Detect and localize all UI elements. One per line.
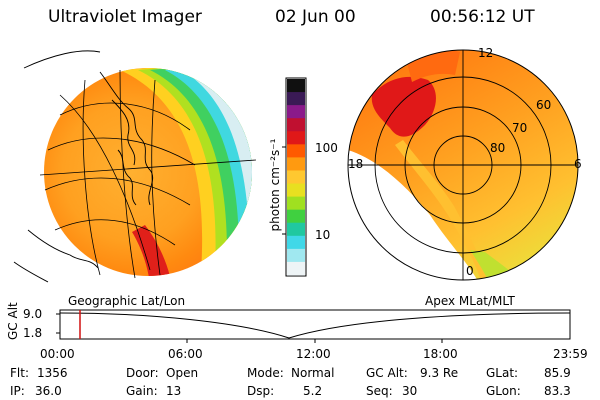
color-scale-bar bbox=[282, 77, 307, 277]
xtick-label-1800: 18:00 bbox=[423, 347, 458, 361]
color-scale-stripe bbox=[287, 144, 305, 158]
color-scale-stripe bbox=[287, 92, 305, 106]
ip-value: 36.0 bbox=[35, 384, 62, 398]
ytick-label-9: 9.0 bbox=[23, 307, 43, 321]
color-unit-label: photon cm⁻²s⁻¹ bbox=[268, 138, 282, 232]
mode-value: Normal bbox=[291, 366, 335, 380]
dsp-label: Dsp: bbox=[247, 384, 275, 398]
color-scale-stripes bbox=[287, 79, 305, 276]
color-scale-stripe bbox=[287, 222, 305, 237]
color-scale-stripe bbox=[287, 209, 305, 224]
xtick-label-0000: 00:00 bbox=[40, 347, 75, 361]
color-scale-stripe bbox=[287, 248, 305, 263]
glat-value: 85.9 bbox=[544, 366, 571, 380]
xtick-label-0600: 06:00 bbox=[168, 347, 203, 361]
glon-label: GLon: bbox=[486, 384, 521, 398]
color-scale-frame bbox=[285, 77, 307, 277]
gcalt-value: 9.3 Re bbox=[420, 366, 459, 380]
mode-label: Mode: bbox=[247, 366, 284, 380]
coastlines bbox=[13, 71, 154, 283]
right-outer-ring bbox=[347, 49, 579, 281]
xtick-label-2359: 23:59 bbox=[553, 347, 588, 361]
color-scale-stripe bbox=[287, 261, 305, 276]
mlt-lines bbox=[348, 50, 578, 280]
seq-label: Seq: bbox=[366, 384, 393, 398]
dsp-value: 5.2 bbox=[303, 384, 323, 398]
xtick-label-1200: 12:00 bbox=[296, 347, 331, 361]
gain-value: 13 bbox=[166, 384, 182, 398]
gcalt-label: GC Alt: bbox=[366, 366, 408, 380]
time-label: 00:56:12 UT bbox=[430, 7, 535, 27]
mlt-12-label: 12 bbox=[478, 46, 494, 60]
mlat-60-label: 60 bbox=[536, 98, 552, 112]
limb-red-edge bbox=[132, 225, 172, 276]
color-scale-stripe bbox=[287, 131, 305, 145]
geographic-caption: Geographic Lat/Lon bbox=[68, 294, 186, 308]
color-scale-stripe bbox=[287, 157, 305, 172]
color-tick-100-label: 100 bbox=[315, 141, 338, 155]
left-aurora-image bbox=[13, 50, 257, 283]
altitude-curve bbox=[59, 312, 571, 339]
color-scale-stripe bbox=[287, 235, 305, 250]
glat-label: GLat: bbox=[486, 366, 519, 380]
apex-caption: Apex MLat/MLT bbox=[425, 294, 515, 308]
instrument-title: Ultraviolet Imager bbox=[48, 7, 202, 27]
right-aurora-image bbox=[347, 49, 579, 281]
mlat-70-label: 70 bbox=[512, 121, 528, 135]
mlat-80-label: 80 bbox=[490, 141, 506, 155]
gc-alt-axis-label: GC Alt bbox=[6, 302, 20, 340]
glon-value: 83.3 bbox=[544, 384, 571, 398]
x-ticks bbox=[186, 339, 443, 343]
door-label: Door: bbox=[126, 366, 159, 380]
color-scale-stripe bbox=[287, 118, 305, 132]
door-value: Open bbox=[166, 366, 199, 380]
flt-value: 1356 bbox=[37, 366, 68, 380]
edge-yellow bbox=[395, 140, 488, 278]
mlt-18-label: 18 bbox=[348, 157, 364, 171]
date-label: 02 Jun 00 bbox=[275, 7, 356, 27]
color-scale-stripe bbox=[287, 183, 305, 198]
ytick-label-1-8: 1.8 bbox=[23, 326, 43, 340]
bright-red-region bbox=[371, 76, 436, 137]
color-scale-stripe bbox=[287, 79, 305, 93]
color-scale-stripe bbox=[287, 196, 305, 211]
color-tick-10-label: 10 bbox=[315, 228, 331, 242]
seq-value: 30 bbox=[402, 384, 418, 398]
ip-label: IP: bbox=[10, 384, 25, 398]
color-scale-stripe bbox=[287, 170, 305, 185]
orbit-line bbox=[23, 50, 101, 69]
color-scale-stripe bbox=[287, 105, 305, 119]
altitude-timeline bbox=[56, 309, 571, 343]
mlt-6-label: 6 bbox=[574, 157, 582, 171]
gain-label: Gain: bbox=[126, 384, 158, 398]
flt-label: Flt: bbox=[10, 366, 29, 380]
mlt-0-label: 0 bbox=[466, 264, 474, 278]
